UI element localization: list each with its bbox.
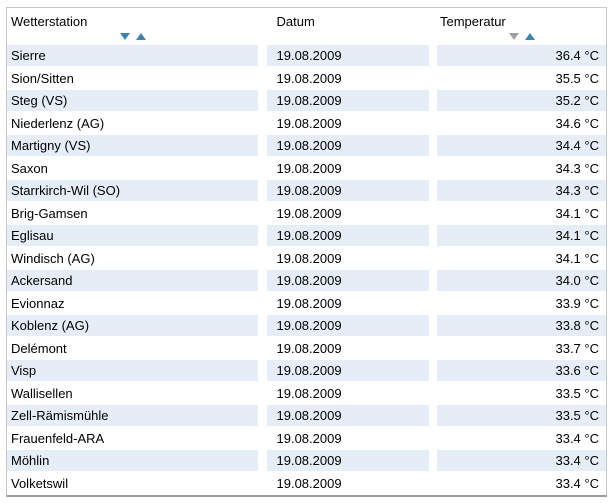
temperature-cell: 34.4 °C (437, 135, 606, 156)
table-row: Eglisau 19.08.2009 34.1 °C (7, 225, 606, 248)
table-row: Frauenfeld-ARA 19.08.2009 33.4 °C (7, 428, 606, 451)
temperature-cell: 34.0 °C (437, 270, 606, 291)
temperature-cell: 34.1 °C (555, 250, 599, 266)
station-cell: Volketswil (11, 475, 69, 491)
table-row: Möhlin 19.08.2009 33.4 °C (7, 450, 606, 473)
temperature-cell: 33.6 °C (437, 360, 606, 381)
table-row: Steg (VS) 19.08.2009 35.2 °C (7, 90, 606, 113)
table-row: Visp 19.08.2009 33.6 °C (7, 360, 606, 383)
sort-descending-icon[interactable] (119, 32, 130, 40)
date-cell: 19.08.2009 (276, 205, 342, 221)
table-row: Sion/Sitten 19.08.2009 35.5 °C (7, 68, 606, 91)
column-header-wetterstation[interactable]: Wetterstation (7, 8, 258, 45)
date-cell: 19.08.2009 (266, 135, 429, 156)
temperature-cell: 33.4 °C (555, 430, 599, 446)
sort-controls-wetterstation (7, 31, 258, 41)
temperature-cell: 33.9 °C (555, 295, 599, 311)
table-row: Koblenz (AG) 19.08.2009 33.8 °C (7, 315, 606, 338)
temperature-cell: 34.3 °C (555, 160, 599, 176)
table-row: Martigny (VS) 19.08.2009 34.4 °C (7, 135, 606, 158)
temperature-cell: 34.1 °C (555, 205, 599, 221)
table-row: Windisch (AG) 19.08.2009 34.1 °C (7, 248, 606, 271)
station-cell: Brig-Gamsen (11, 205, 88, 221)
date-cell: 19.08.2009 (266, 180, 429, 201)
date-cell: 19.08.2009 (276, 385, 342, 401)
table-row: Zell-Rämismühle 19.08.2009 33.5 °C (7, 405, 606, 428)
temperature-cell: 34.6 °C (555, 115, 599, 131)
temperature-cell: 33.4 °C (555, 475, 599, 491)
temperature-cell: 35.2 °C (437, 90, 606, 111)
table-row: Wallisellen 19.08.2009 33.5 °C (7, 383, 606, 406)
column-header-datum[interactable]: Datum (267, 8, 429, 45)
station-cell: Ackersand (7, 270, 258, 291)
station-cell: Sion/Sitten (11, 70, 74, 86)
date-cell: 19.08.2009 (276, 340, 342, 356)
station-cell: Martigny (VS) (7, 135, 258, 156)
column-label-wetterstation: Wetterstation (11, 14, 88, 29)
date-cell: 19.08.2009 (276, 295, 342, 311)
temperature-cell: 34.3 °C (437, 180, 606, 201)
station-cell: Saxon (11, 160, 48, 176)
weather-table: Wetterstation Datum Temperatur Sierre 19… (6, 7, 607, 497)
station-cell: Niederlenz (AG) (11, 115, 105, 131)
date-cell: 19.08.2009 (276, 70, 342, 86)
station-cell: Evionnaz (11, 295, 65, 311)
date-cell: 19.08.2009 (276, 160, 342, 176)
table-row: Evionnaz 19.08.2009 33.9 °C (7, 293, 606, 316)
table-header: Wetterstation Datum Temperatur (7, 8, 606, 45)
temperature-cell: 36.4 °C (437, 45, 606, 66)
date-cell: 19.08.2009 (266, 90, 429, 111)
station-cell: Windisch (AG) (11, 250, 95, 266)
table-row: Volketswil 19.08.2009 33.4 °C (7, 473, 606, 496)
column-label-datum: Datum (276, 14, 315, 29)
station-cell: Delémont (11, 340, 67, 356)
temperature-cell: 35.5 °C (555, 70, 599, 86)
temperature-cell: 33.5 °C (555, 385, 599, 401)
sort-ascending-icon[interactable] (135, 32, 146, 40)
station-cell: Zell-Rämismühle (7, 405, 258, 426)
station-cell: Koblenz (AG) (7, 315, 258, 336)
station-cell: Sierre (7, 45, 258, 66)
table-row: Brig-Gamsen 19.08.2009 34.1 °C (7, 203, 606, 226)
table-row: Sierre 19.08.2009 36.4 °C (7, 45, 606, 68)
date-cell: 19.08.2009 (266, 225, 429, 246)
temperature-cell: 34.1 °C (437, 225, 606, 246)
table-row: Delémont 19.08.2009 33.7 °C (7, 338, 606, 361)
temperature-cell: 33.8 °C (437, 315, 606, 336)
date-cell: 19.08.2009 (276, 475, 342, 491)
table-row: Starrkirch-Wil (SO) 19.08.2009 34.3 °C (7, 180, 606, 203)
date-cell: 19.08.2009 (276, 430, 342, 446)
date-cell: 19.08.2009 (266, 270, 429, 291)
date-cell: 19.08.2009 (266, 360, 429, 381)
sort-descending-icon[interactable] (508, 32, 519, 40)
temperature-cell: 33.5 °C (437, 405, 606, 426)
station-cell: Visp (7, 360, 258, 381)
table-row: Saxon 19.08.2009 34.3 °C (7, 158, 606, 181)
column-label-temperatur: Temperatur (440, 14, 506, 29)
station-cell: Starrkirch-Wil (SO) (7, 180, 258, 201)
sort-controls-temperatur (437, 31, 606, 41)
station-cell: Steg (VS) (7, 90, 258, 111)
station-cell: Eglisau (7, 225, 258, 246)
date-cell: 19.08.2009 (276, 115, 342, 131)
table-row: Niederlenz (AG) 19.08.2009 34.6 °C (7, 113, 606, 136)
sort-ascending-icon[interactable] (524, 32, 535, 40)
station-cell: Wallisellen (11, 385, 73, 401)
date-cell: 19.08.2009 (266, 315, 429, 336)
column-header-temperatur[interactable]: Temperatur (437, 8, 606, 45)
station-cell: Möhlin (7, 450, 258, 471)
date-cell: 19.08.2009 (266, 450, 429, 471)
date-cell: 19.08.2009 (266, 405, 429, 426)
table-row: Ackersand 19.08.2009 34.0 °C (7, 270, 606, 293)
temperature-cell: 33.4 °C (437, 450, 606, 471)
date-cell: 19.08.2009 (266, 45, 429, 66)
date-cell: 19.08.2009 (276, 250, 342, 266)
temperature-cell: 33.7 °C (555, 340, 599, 356)
table-body: Sierre 19.08.2009 36.4 °C Sion/Sitten 19… (7, 45, 606, 495)
station-cell: Frauenfeld-ARA (11, 430, 105, 446)
